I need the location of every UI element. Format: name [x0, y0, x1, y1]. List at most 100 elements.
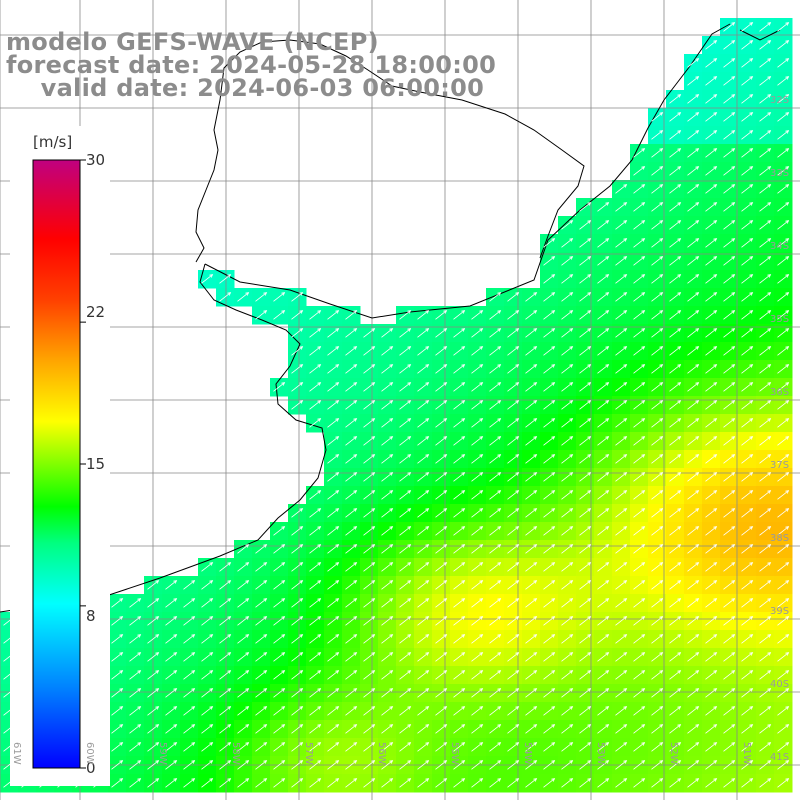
wind-arrow	[777, 454, 790, 464]
colorbar-tick-30: 30	[86, 151, 106, 169]
wind-arrow	[741, 526, 754, 536]
title-valid-date: valid date: 2024-06-03 06:00:00	[6, 74, 485, 102]
wind-arrow	[759, 742, 772, 752]
wind-arrow	[741, 670, 754, 680]
wind-arrow	[669, 526, 682, 536]
wind-arrow	[471, 580, 484, 590]
wind-arrow	[669, 148, 682, 158]
wind-arrow	[633, 364, 646, 374]
wind-arrow	[417, 310, 430, 320]
wind-arrow	[489, 436, 502, 446]
wind-arrow	[741, 328, 754, 338]
wind-arrow	[687, 652, 700, 662]
wind-arrow	[705, 724, 718, 734]
colorbar-gradient	[32, 159, 81, 769]
wind-arrow	[381, 508, 394, 518]
wind-arrow	[615, 490, 628, 500]
wind-arrow	[327, 778, 340, 788]
wind-arrow	[687, 220, 700, 230]
wind-arrow	[705, 706, 718, 716]
wind-arrow	[327, 616, 340, 626]
wind-arrow	[453, 454, 466, 464]
wind-arrow	[345, 544, 358, 554]
wind-arrow	[525, 328, 538, 338]
wind-arrow	[471, 346, 484, 356]
wind-arrow	[615, 652, 628, 662]
wind-arrows	[3, 22, 790, 788]
wind-arrow	[579, 544, 592, 554]
wind-arrow	[507, 688, 520, 698]
wind-arrow	[543, 598, 556, 608]
wind-arrow	[651, 778, 664, 788]
wind-arrow	[345, 400, 358, 410]
wind-arrow	[597, 688, 610, 698]
wind-arrow	[183, 778, 196, 788]
wind-arrow	[363, 634, 376, 644]
wind-arrow	[453, 418, 466, 428]
wind-arrow	[435, 778, 448, 788]
wind-arrow	[633, 256, 646, 266]
wind-arrow	[147, 688, 160, 698]
wind-arrow	[471, 472, 484, 482]
wind-arrow	[363, 670, 376, 680]
wind-arrow	[705, 454, 718, 464]
wind-arrow	[291, 544, 304, 554]
wind-arrow	[759, 166, 772, 176]
wind-arrow	[651, 634, 664, 644]
wind-arrow	[669, 400, 682, 410]
wind-arrow	[453, 472, 466, 482]
wind-arrow	[147, 634, 160, 644]
wind-arrow	[327, 760, 340, 770]
wind-arrow	[669, 544, 682, 554]
wind-arrow	[597, 670, 610, 680]
wind-arrow	[597, 454, 610, 464]
wind-arrow	[597, 778, 610, 788]
wind-arrow	[561, 328, 574, 338]
wind-arrow	[417, 670, 430, 680]
wind-arrow	[237, 616, 250, 626]
wind-arrow	[363, 598, 376, 608]
wind-arrow	[759, 454, 772, 464]
wind-arrow	[129, 634, 142, 644]
colorbar	[10, 126, 110, 786]
wind-arrow	[291, 310, 304, 320]
lon-label-51w: 51W	[741, 742, 752, 765]
wind-arrow	[471, 544, 484, 554]
wind-arrow	[777, 724, 790, 734]
wind-arrow	[327, 580, 340, 590]
wind-arrow	[489, 490, 502, 500]
wind-arrow	[705, 148, 718, 158]
wind-arrow	[111, 634, 124, 644]
wind-arrow	[633, 472, 646, 482]
wind-arrow	[543, 544, 556, 554]
wind-arrow	[741, 292, 754, 302]
wind-arrow	[309, 418, 322, 428]
wind-arrow	[147, 598, 160, 608]
wind-arrow	[255, 742, 268, 752]
wind-arrow	[237, 292, 250, 302]
wind-arrow	[327, 598, 340, 608]
wind-arrow	[111, 670, 124, 680]
wind-arrow	[291, 652, 304, 662]
wind-arrow	[597, 418, 610, 428]
wind-arrow	[579, 328, 592, 338]
wind-arrow	[561, 652, 574, 662]
wind-arrow	[201, 562, 214, 572]
wind-arrow	[381, 670, 394, 680]
wind-arrow	[597, 634, 610, 644]
wind-arrow	[363, 346, 376, 356]
wind-arrow	[381, 490, 394, 500]
wind-arrow	[237, 688, 250, 698]
wind-arrow	[597, 256, 610, 266]
wind-arrow	[705, 202, 718, 212]
wind-arrow	[435, 346, 448, 356]
wind-arrow	[741, 508, 754, 518]
wind-arrow	[741, 76, 754, 86]
wind-arrow	[219, 760, 232, 770]
wind-arrow	[687, 490, 700, 500]
wind-arrow	[687, 688, 700, 698]
wind-arrow	[669, 202, 682, 212]
wind-arrow	[723, 274, 736, 284]
wind-arrow	[165, 652, 178, 662]
wind-arrow	[759, 526, 772, 536]
